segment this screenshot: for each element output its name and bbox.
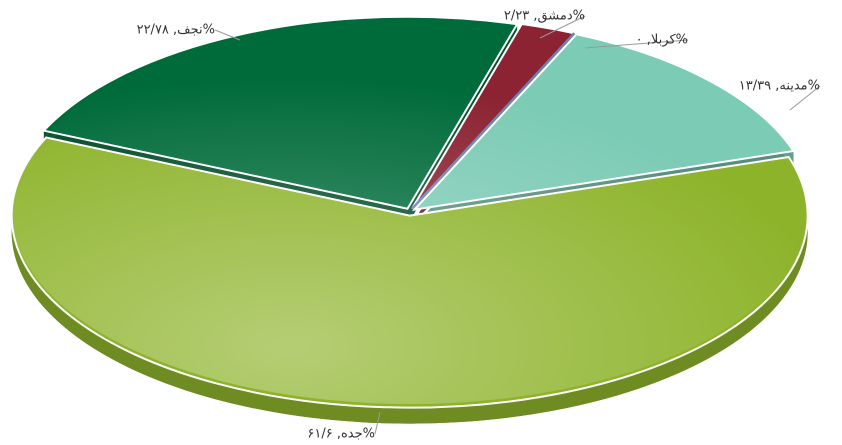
- leader-line: [789, 85, 821, 111]
- data-label: %کربلا, ۰: [636, 33, 688, 48]
- leader-line: [214, 29, 241, 41]
- leader-line: [584, 39, 689, 49]
- data-label: %نجف, ۲۲/۷۸: [137, 23, 215, 38]
- data-label: %دمشق, ۲/۲۳: [504, 9, 585, 24]
- data-label: %جده, ۶۱/۶: [307, 427, 375, 442]
- leader-line: [374, 411, 381, 435]
- leader-line: [539, 15, 586, 39]
- data-label: %مدینه, ۱۳/۳۹: [739, 79, 820, 94]
